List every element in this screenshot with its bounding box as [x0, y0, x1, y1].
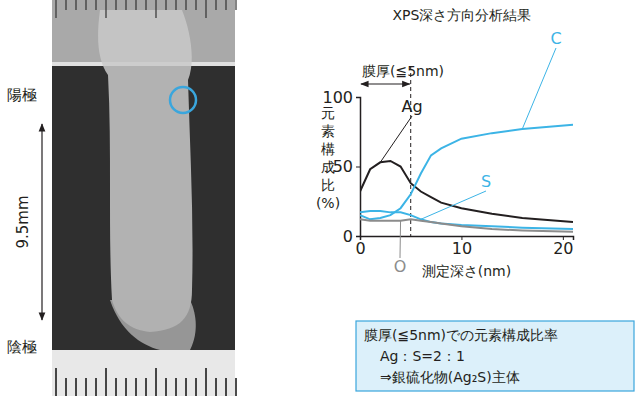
analysis-spot: [170, 87, 196, 113]
ruler-tick: [235, 0, 236, 10]
ruler-tick: [105, 368, 107, 396]
y-tick-mark: [356, 97, 360, 98]
ruler-tick: [105, 0, 106, 18]
y-tick: 100: [322, 88, 360, 107]
note-box: 膜厚(≦5nm)での元素構成比率 Ag：S=2：1 ⇒銀硫化物(Ag₂S)主体: [356, 321, 634, 391]
cathode-label: 陰極: [7, 338, 37, 356]
x-tick-label: 20: [553, 239, 573, 258]
x-tick-label: 0: [355, 239, 365, 258]
series-label: C: [550, 29, 561, 48]
ruler-tick: [55, 368, 57, 396]
series-line: [360, 125, 573, 220]
ruler-tick: [235, 378, 237, 396]
ruler-tick: [215, 0, 216, 10]
y-tick: 50: [333, 157, 360, 176]
ruler-tick: [75, 0, 76, 10]
ruler-tick: [135, 0, 136, 10]
ruler-tick: [185, 378, 187, 396]
ruler-tick: [165, 0, 166, 10]
ruler-tick: [225, 0, 226, 10]
y-tick-mark: [356, 167, 360, 168]
ruler-tick: [115, 0, 116, 10]
photo: [52, 0, 236, 396]
y-tick-label: 100: [322, 88, 353, 107]
x-tick-label: 10: [452, 239, 472, 258]
y-tick-label: 0: [343, 227, 353, 246]
ruler-tick: [125, 378, 127, 396]
y-axis-title: 元素構成比(%): [316, 105, 340, 211]
ruler-tick: [155, 368, 157, 396]
cathode-deposit: [110, 300, 196, 350]
ruler-tick: [145, 378, 147, 396]
note-line: 膜厚(≦5nm)での元素構成比率: [364, 327, 558, 343]
y-tick-mark: [356, 236, 360, 237]
gap-arrow: [41, 124, 42, 320]
ruler-tick: [165, 378, 167, 396]
ruler-tick: [155, 0, 156, 18]
ruler-tick: [205, 368, 207, 396]
ruler-tick: [175, 378, 177, 396]
film-label: 膜厚(≦5nm): [362, 63, 444, 79]
ruler-tick: [125, 0, 126, 10]
ruler-tick: [175, 0, 176, 10]
ruler-tick: [75, 378, 77, 396]
film-arrow: [361, 83, 410, 84]
note-line: Ag：S=2：1: [380, 348, 465, 364]
series-label: S: [481, 172, 491, 191]
ruler-tick: [195, 0, 196, 10]
plot-area: [360, 125, 573, 232]
series-leader: [380, 116, 412, 162]
ruler: [52, 350, 235, 396]
ruler-tick: [215, 378, 217, 396]
x-axis-title: 測定深さ(nm): [422, 263, 511, 279]
figure: 陽極陰極 9.5mm XPS深さ方向分析結果 0 10 20 0 50 100 測定深さ(nm) 元…: [0, 0, 638, 396]
film-boundary: [410, 66, 411, 236]
photo-background: [52, 0, 235, 396]
y-axis-line: [356, 98, 361, 237]
chart-title: XPS深さ方向分析結果: [393, 7, 532, 23]
series-labels: Ag C S O: [380, 29, 561, 276]
y-tick-label: 50: [333, 157, 353, 176]
series-label: O: [394, 257, 407, 276]
x-tick: 20: [553, 236, 573, 258]
ruler-tick: [55, 0, 56, 18]
series-leader: [522, 48, 556, 129]
ruler-tick: [185, 0, 186, 10]
ruler-tick: [135, 378, 137, 396]
ruler-tick: [145, 0, 146, 10]
x-axis: 0 10 20: [355, 236, 573, 258]
y-tick: 0: [343, 227, 360, 246]
ruler-tick: [95, 0, 96, 10]
series-label: Ag: [401, 97, 422, 116]
ruler-tick: [85, 378, 87, 396]
x-tick: 10: [452, 236, 472, 258]
ruler-tick: [115, 378, 117, 396]
series-leader: [421, 191, 486, 219]
series-leader: [400, 221, 402, 258]
ruler-tick: [225, 378, 227, 396]
anode-label: 陽極: [7, 86, 37, 104]
series-line: [360, 219, 573, 232]
ruler-tick: [95, 378, 97, 396]
note-line: ⇒銀硫化物(Ag₂S)主体: [380, 369, 520, 385]
ruler-tick: [195, 378, 197, 396]
ruler-tick: [65, 0, 66, 10]
x-tick: 0: [355, 236, 365, 258]
ruler-tick: [205, 0, 206, 18]
specimen: [98, 10, 192, 332]
ruler-tick: [65, 378, 67, 396]
gap-label: 9.5mm: [14, 195, 32, 248]
note-frame: [356, 321, 634, 391]
ruler-ticks: [56, 0, 236, 396]
ruler-tick: [85, 0, 86, 10]
